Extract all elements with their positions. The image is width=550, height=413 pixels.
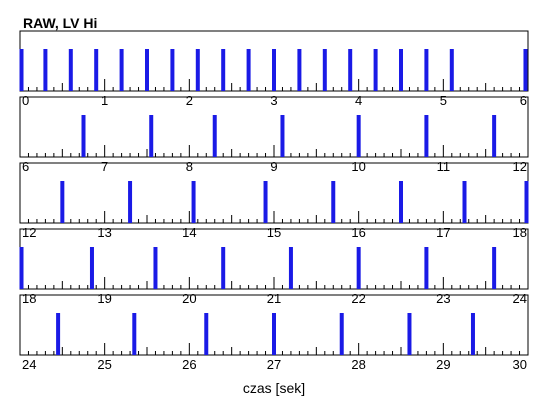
x-tick-label: 7: [101, 159, 108, 174]
event-bar: [221, 247, 226, 289]
event-bar: [470, 313, 475, 355]
event-bar: [462, 181, 467, 223]
event-bar: [68, 49, 73, 91]
event-bar: [424, 115, 429, 157]
x-tick-label: 24: [513, 291, 527, 306]
x-tick-label: 14: [182, 225, 196, 240]
x-tick-label: 13: [97, 225, 111, 240]
event-bar: [523, 49, 528, 91]
event-bar: [132, 313, 137, 355]
x-tick-label: 17: [436, 225, 450, 240]
event-bar: [492, 247, 497, 289]
event-bar: [94, 49, 99, 91]
event-bar: [399, 49, 403, 91]
event-bar: [43, 49, 48, 91]
x-tick-label: 27: [267, 357, 281, 372]
x-tick-label: 20: [182, 291, 196, 306]
event-bar: [149, 115, 154, 157]
x-tick-label: 19: [97, 291, 111, 306]
event-bar: [272, 313, 276, 355]
x-tick-label: 24: [22, 357, 36, 372]
event-bar: [322, 49, 327, 91]
event-bar: [89, 247, 94, 289]
event-bar: [339, 313, 344, 355]
chart-title: RAW, LV Hi: [23, 15, 97, 31]
event-bar: [212, 115, 217, 157]
event-bar: [60, 181, 65, 223]
event-bar: [81, 115, 86, 157]
event-bar: [221, 49, 226, 91]
x-tick-label: 3: [270, 93, 277, 108]
x-tick-label: 2: [186, 93, 193, 108]
x-tick-label: 16: [351, 225, 365, 240]
raster-row: 18 19 20 21 22 23 24: [19, 228, 529, 306]
x-tick-label: 12: [513, 159, 527, 174]
event-bar: [153, 247, 158, 289]
event-bar: [170, 49, 175, 91]
event-bar: [399, 181, 403, 223]
event-bar: [449, 49, 454, 91]
x-tick-label: 6: [520, 93, 527, 108]
event-bar: [407, 313, 412, 355]
x-tick-label: 29: [436, 357, 450, 372]
x-tick-label: 6: [22, 159, 29, 174]
x-tick-label: 18: [22, 291, 36, 306]
x-axis-label: czas [sek]: [243, 380, 305, 396]
event-bar: [191, 181, 196, 223]
x-tick-label: 11: [437, 159, 451, 174]
x-tick-label: 0: [22, 93, 29, 108]
event-bar: [424, 49, 429, 91]
x-tick-label: 9: [270, 159, 277, 174]
event-bar: [195, 49, 200, 91]
raster-row: 0 1 2 3 4 5 6: [19, 30, 529, 108]
x-tick-label: 4: [355, 93, 362, 108]
event-bar: [128, 181, 133, 223]
event-bar: [280, 115, 285, 157]
event-bar: [356, 247, 361, 289]
x-tick-label: 30: [513, 357, 527, 372]
event-bar: [373, 49, 378, 91]
event-bar: [331, 181, 336, 223]
event-bar: [492, 115, 497, 157]
x-tick-label: 18: [513, 225, 527, 240]
x-tick-label: 28: [351, 357, 365, 372]
event-bar: [297, 49, 302, 91]
event-bar: [19, 247, 24, 289]
event-bar: [356, 115, 361, 157]
event-bar: [424, 247, 429, 289]
event-bar: [56, 313, 61, 355]
x-tick-label: 26: [182, 357, 196, 372]
x-tick-label: 23: [436, 291, 450, 306]
x-tick-label: 12: [22, 225, 36, 240]
event-bar: [272, 49, 276, 91]
raster-row: 12 13 14 15 16 17 18: [19, 162, 529, 240]
event-bar: [348, 49, 353, 91]
x-tick-label: 1: [101, 93, 108, 108]
x-tick-label: 25: [97, 357, 111, 372]
event-bar: [246, 49, 251, 91]
event-bar: [288, 247, 293, 289]
event-bar: [263, 181, 268, 223]
x-tick-label: 22: [351, 291, 365, 306]
x-tick-label: 15: [267, 225, 281, 240]
event-bar: [204, 313, 209, 355]
x-tick-label: 5: [440, 93, 447, 108]
event-bar: [19, 49, 24, 91]
event-bar: [145, 49, 149, 91]
x-tick-label: 21: [267, 291, 281, 306]
x-tick-label: 8: [186, 159, 193, 174]
raster-row: 24 25 26 27 28 29 30: [19, 294, 529, 372]
event-bar: [524, 181, 529, 223]
event-bar: [119, 49, 124, 91]
x-tick-label: 10: [351, 159, 365, 174]
raster-row: 6 7 8 9 10 11 12: [19, 96, 529, 174]
